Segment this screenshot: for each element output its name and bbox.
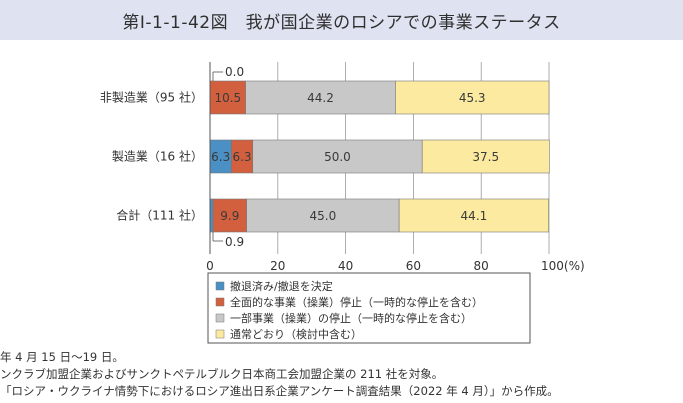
note-line: 「ロシア・ウクライナ情勢下におけるロシア進出日系企業アンケート調査結果（2022… [0, 384, 559, 398]
legend-swatch [215, 313, 225, 323]
figure-title-bar: 第Ⅰ-1-1-42図 我が国企業のロシアでの事業ステータス [0, 0, 683, 40]
note-line: ンクラブ加盟企業およびサンクトペテルブルク日本商工会加盟企業の 211 社を対象… [0, 367, 444, 381]
legend-swatch [215, 329, 225, 339]
bars: 10.5 44.2 45.3 6.3 6.3 50.0 37.5 9.9 45.0 44.1 0.0… [209, 65, 550, 249]
data-label: 44.1 [461, 209, 488, 223]
data-label: 6.3 [232, 150, 251, 164]
x-tick-label: 100(%) [541, 259, 585, 273]
x-axis: 非製造業（95 社） 製造業（16 社） 合計（111 社） 0 20 40 60 80 100… [100, 62, 585, 273]
bar-segment [252, 139, 423, 174]
category-label: 製造業（16 社） [112, 149, 203, 164]
x-tick-label: 40 [338, 259, 353, 273]
x-tick-label: 0 [206, 259, 214, 273]
legend-box [207, 272, 531, 344]
figure-title: 第Ⅰ-1-1-42図 我が国企業のロシアでの事業ステータス [122, 12, 561, 33]
annotation-label: 0.9 [225, 235, 244, 249]
bar-segment [421, 139, 550, 174]
x-tick-label: 20 [270, 259, 285, 273]
bar-segment [398, 198, 549, 233]
legend-label: 通常どおり（検討中含む） [230, 327, 362, 341]
data-label: 9.9 [220, 209, 239, 223]
x-tick-label: 80 [474, 259, 489, 273]
data-label: 10.5 [214, 91, 241, 105]
bar-segment [245, 80, 396, 115]
data-label: 45.0 [310, 209, 337, 223]
x-tick-label: 60 [406, 259, 421, 273]
category-label: 合計（111 社） [116, 208, 203, 223]
legend-swatch [215, 281, 225, 291]
data-label: 6.3 [211, 150, 230, 164]
data-label: 50.0 [324, 150, 351, 164]
legend-label: 一部事業（操業）の停止（一時的な停止を含む） [230, 311, 472, 325]
bar-segment [209, 80, 246, 115]
legend-label: 撤退済み/撤退を決定 [230, 279, 333, 293]
annotation-label: 0.0 [225, 65, 244, 79]
legend-label: 全面的な事業（操業）停止（一時的な停止を含む） [230, 295, 483, 309]
data-label: 45.3 [459, 91, 486, 105]
bar-segment [246, 198, 400, 233]
stacked-bar-chart: 10.5 44.2 45.3 6.3 6.3 50.0 37.5 9.9 45.0 44.1 0.0… [100, 62, 585, 344]
category-label: 非製造業（95 社） [100, 90, 203, 105]
legend-swatch [215, 297, 225, 307]
note-line: 年 4 月 15 日〜19 日。 [0, 350, 124, 364]
data-label: 44.2 [307, 91, 334, 105]
data-label: 37.5 [472, 150, 499, 164]
bar-segment [395, 80, 550, 115]
